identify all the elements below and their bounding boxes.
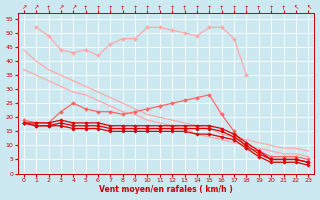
X-axis label: Vent moyen/en rafales ( km/h ): Vent moyen/en rafales ( km/h ) bbox=[99, 185, 233, 194]
